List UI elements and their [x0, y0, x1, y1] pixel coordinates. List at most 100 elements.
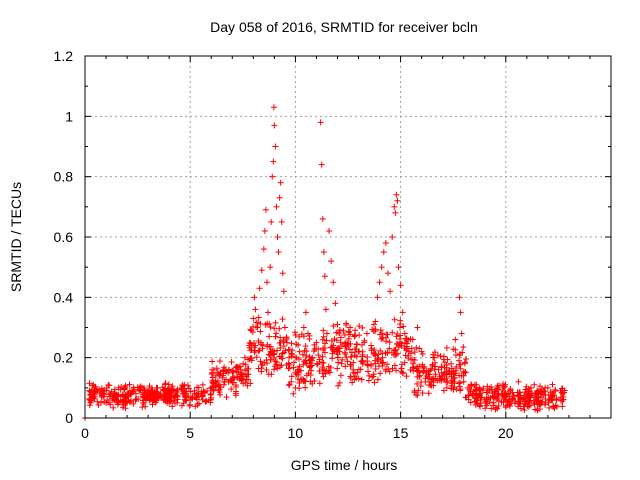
data-point [468, 382, 475, 389]
data-point [448, 377, 455, 384]
data-point [398, 361, 405, 368]
data-point [418, 378, 425, 385]
data-point [132, 396, 139, 403]
data-point [377, 347, 384, 354]
data-point [358, 376, 365, 383]
data-point [329, 350, 336, 357]
data-point [115, 384, 122, 391]
data-point [149, 401, 156, 408]
data-point [490, 399, 497, 406]
data-point [377, 327, 384, 334]
data-point [531, 381, 538, 388]
data-point [389, 234, 396, 240]
data-point [120, 401, 127, 408]
data-point [359, 357, 366, 364]
data-point [263, 279, 270, 286]
data-point [329, 344, 336, 351]
data-point [290, 390, 297, 397]
data-point [444, 378, 451, 385]
data-point [452, 336, 459, 343]
data-point [351, 333, 358, 340]
data-point [220, 367, 227, 374]
data-point [325, 363, 332, 370]
data-point [233, 382, 240, 389]
data-point [257, 328, 264, 335]
y-axis-label: SRMTID / TECUs [8, 182, 24, 292]
data-point [302, 357, 309, 364]
data-point [137, 383, 144, 390]
data-point [316, 380, 323, 387]
data-point [389, 365, 396, 372]
data-point [168, 394, 175, 401]
data-point [316, 368, 323, 375]
data-point [110, 404, 117, 411]
data-point [386, 368, 393, 375]
data-point [273, 330, 280, 337]
data-point [352, 327, 359, 334]
data-point [403, 373, 410, 380]
data-point [279, 316, 286, 323]
data-point [209, 358, 216, 365]
data-point [365, 368, 372, 375]
data-point [495, 402, 502, 409]
data-point [216, 372, 223, 379]
data-point [94, 398, 101, 405]
data-point [353, 353, 360, 360]
data-point [347, 374, 354, 381]
data-point [345, 328, 352, 335]
data-point [240, 380, 247, 387]
data-point [300, 333, 307, 340]
data-point [170, 387, 177, 394]
data-point [334, 354, 341, 361]
data-point [456, 294, 463, 301]
data-point [101, 386, 108, 393]
data-point [559, 390, 566, 397]
data-point [453, 363, 460, 370]
data-point [302, 384, 309, 391]
data-point [457, 309, 464, 316]
data-point [384, 361, 391, 368]
data-point [494, 395, 501, 402]
data-point [109, 393, 116, 400]
data-point [516, 389, 523, 396]
data-point [153, 396, 160, 403]
data-point [247, 380, 254, 387]
data-point [394, 330, 401, 337]
data-point [519, 396, 526, 403]
data-point [477, 403, 484, 410]
data-point [272, 333, 279, 340]
data-point [330, 279, 337, 286]
data-point [107, 401, 114, 408]
y-tick-label: 1.2 [54, 48, 74, 64]
data-point [149, 387, 156, 394]
data-point [463, 355, 470, 362]
data-point [319, 353, 326, 360]
data-point [322, 370, 329, 377]
y-tick-label: 0.6 [54, 229, 74, 245]
data-point [370, 373, 377, 380]
data-point [526, 402, 533, 409]
data-point [419, 390, 426, 397]
data-point [268, 218, 275, 225]
data-point [204, 387, 211, 394]
data-point [295, 366, 302, 373]
data-point [341, 349, 348, 356]
data-point [392, 346, 399, 353]
data-point [185, 385, 192, 392]
data-point [462, 359, 469, 366]
data-point [523, 383, 530, 390]
data-point [414, 392, 421, 399]
data-point [354, 369, 361, 376]
data-point [468, 381, 475, 388]
data-point [485, 387, 492, 394]
data-point [349, 379, 356, 386]
data-point [234, 374, 241, 381]
data-point [276, 325, 283, 332]
data-point [398, 342, 405, 349]
data-point [431, 366, 438, 373]
data-point [121, 385, 128, 392]
data-point [133, 396, 140, 403]
data-point [460, 368, 467, 375]
data-point [462, 369, 469, 376]
data-point [438, 369, 445, 376]
